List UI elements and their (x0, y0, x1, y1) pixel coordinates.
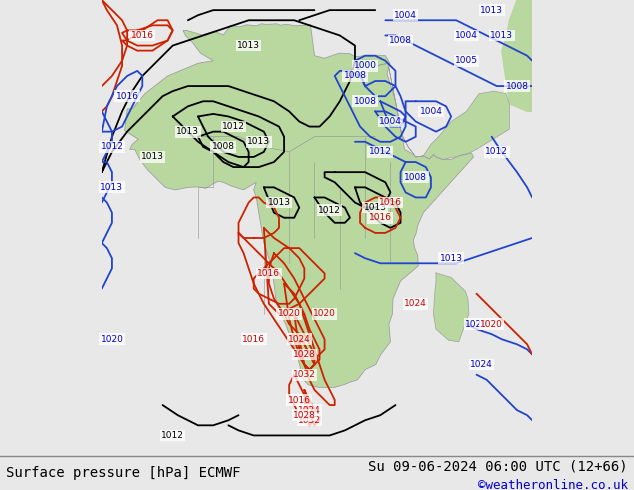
Polygon shape (502, 0, 532, 111)
Text: 1013: 1013 (268, 198, 290, 207)
Text: 1016: 1016 (115, 92, 139, 101)
Text: 1013: 1013 (439, 254, 463, 263)
Text: 1008: 1008 (404, 172, 427, 182)
Polygon shape (377, 63, 509, 160)
Text: 1013: 1013 (480, 5, 503, 15)
Text: 1016: 1016 (131, 31, 154, 40)
Text: 1013: 1013 (141, 152, 164, 162)
Text: 1020: 1020 (278, 309, 301, 318)
Text: 1012: 1012 (369, 147, 392, 156)
Text: 1013: 1013 (237, 41, 260, 50)
Text: 1013: 1013 (176, 127, 199, 136)
Text: 1012: 1012 (161, 431, 184, 440)
Text: 1004: 1004 (420, 107, 443, 116)
Text: 1004: 1004 (379, 117, 402, 126)
Text: 1008: 1008 (212, 142, 235, 151)
Text: 1032: 1032 (293, 370, 316, 379)
Text: 1013: 1013 (100, 183, 124, 192)
Polygon shape (125, 24, 474, 387)
Text: 1004: 1004 (455, 31, 478, 40)
Text: 1013: 1013 (490, 31, 514, 40)
Text: 1008: 1008 (389, 36, 412, 45)
Text: 1016: 1016 (369, 213, 392, 222)
Text: 1024: 1024 (298, 406, 321, 415)
Text: 1012: 1012 (485, 147, 508, 156)
Text: 1024: 1024 (288, 335, 311, 344)
Text: 1020: 1020 (313, 309, 336, 318)
Text: 1016: 1016 (288, 395, 311, 405)
Text: 1016: 1016 (379, 198, 402, 207)
Text: 1016: 1016 (257, 269, 280, 278)
Text: 1008: 1008 (354, 97, 377, 106)
Text: 1024: 1024 (470, 360, 493, 369)
Text: 1020: 1020 (101, 335, 124, 344)
Text: 1008: 1008 (505, 81, 529, 91)
Text: ©weatheronline.co.uk: ©weatheronline.co.uk (477, 479, 628, 490)
Text: Surface pressure [hPa] ECMWF: Surface pressure [hPa] ECMWF (6, 466, 241, 480)
Text: 1016: 1016 (242, 335, 265, 344)
Text: 1013: 1013 (247, 137, 270, 147)
Text: 1020: 1020 (480, 319, 503, 329)
Text: 1000: 1000 (354, 61, 377, 71)
Text: 1028: 1028 (293, 350, 316, 359)
Text: 1012: 1012 (101, 142, 124, 151)
Text: 1013: 1013 (364, 203, 387, 212)
Text: 1008: 1008 (344, 72, 366, 80)
Text: 1020: 1020 (465, 319, 488, 329)
Text: 1004: 1004 (394, 11, 417, 20)
Text: 1024: 1024 (404, 299, 427, 308)
Text: 1032: 1032 (298, 416, 321, 425)
Text: 1012: 1012 (318, 206, 341, 215)
Text: 1028: 1028 (293, 411, 316, 420)
Text: 1012: 1012 (222, 122, 245, 131)
Text: 1005: 1005 (455, 56, 478, 65)
Text: Su 09-06-2024 06:00 UTC (12+66): Su 09-06-2024 06:00 UTC (12+66) (368, 460, 628, 473)
Polygon shape (434, 273, 469, 342)
